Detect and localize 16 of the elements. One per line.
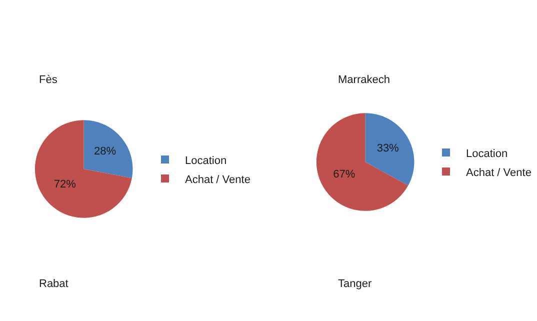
data-label: 72% [54, 178, 76, 191]
pie-slice [34, 120, 132, 218]
legend-label: Achat / Vente [466, 166, 532, 179]
text: Rabat [39, 278, 68, 290]
data-label: 67% [333, 168, 356, 180]
legend-label: Location [466, 148, 508, 160]
data-label: 28% [94, 145, 116, 158]
chart-title: Marrakech [338, 74, 390, 86]
text: Tanger [338, 278, 372, 290]
data-label: 33% [376, 142, 400, 155]
legend-label: Location [185, 154, 227, 167]
pie-slice [365, 113, 414, 186]
pie-slice [84, 120, 133, 178]
pie-slice [316, 113, 408, 211]
chart-title: Fès [39, 74, 58, 86]
legend-label: Achat / Vente [185, 174, 250, 186]
